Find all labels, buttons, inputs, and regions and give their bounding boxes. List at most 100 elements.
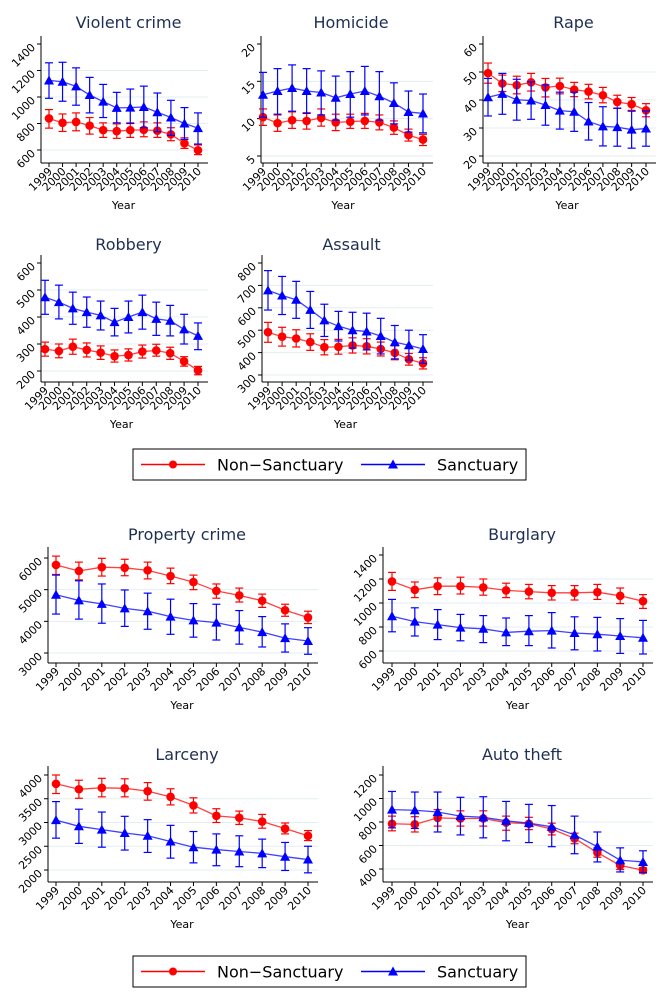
data-point xyxy=(212,811,221,821)
y-tick-label: 500 xyxy=(14,287,38,311)
data-point xyxy=(287,83,298,93)
data-point xyxy=(280,633,291,643)
data-point xyxy=(234,591,244,600)
y-tick-label: 400 xyxy=(14,314,38,338)
series-non-sanctuary xyxy=(40,338,203,376)
series-sanctuary xyxy=(258,64,428,134)
data-point xyxy=(345,89,356,99)
series-line xyxy=(391,809,644,863)
series-line xyxy=(55,819,309,861)
data-point xyxy=(433,581,442,591)
x-tick-label: 2000 xyxy=(56,665,85,694)
data-point xyxy=(71,81,82,91)
chart-panel-burglary: Burglary60080010001200140019992000200120… xyxy=(351,525,653,712)
y-tick-label: 400 xyxy=(235,350,259,374)
data-point xyxy=(193,330,203,340)
x-tick-label: 2008 xyxy=(239,884,268,913)
series-line xyxy=(262,116,424,141)
data-point xyxy=(44,114,54,123)
data-point xyxy=(303,854,313,864)
data-point xyxy=(193,123,203,133)
series-sanctuary xyxy=(44,61,203,145)
data-point xyxy=(320,342,329,352)
legend-label: Non−Sanctuary xyxy=(217,456,343,475)
data-point xyxy=(361,326,372,336)
data-point xyxy=(97,562,107,572)
x-tick-label: 2001 xyxy=(415,665,444,694)
data-point xyxy=(403,106,414,116)
data-point xyxy=(257,627,268,637)
y-tick-label: 60 xyxy=(461,41,480,60)
y-tick-label: 800 xyxy=(14,120,38,144)
data-point xyxy=(501,815,512,825)
data-point xyxy=(109,317,120,327)
x-axis-label: Year xyxy=(109,418,134,431)
y-tick-label: 300 xyxy=(14,341,38,365)
data-point xyxy=(638,856,648,866)
series-line xyxy=(48,79,199,129)
data-point xyxy=(305,304,316,314)
data-point xyxy=(501,586,511,595)
data-point xyxy=(257,848,268,858)
x-tick-label: 2006 xyxy=(193,665,222,694)
data-point xyxy=(303,635,313,645)
y-tick-label: 600 xyxy=(356,842,380,866)
series-non-sanctuary xyxy=(483,62,651,118)
data-point xyxy=(524,587,534,596)
y-tick-label: 1000 xyxy=(351,795,380,824)
data-point xyxy=(165,112,176,122)
legend-item-sanctuary: Sanctuary xyxy=(361,963,518,982)
chart-title: Violent crime xyxy=(76,13,182,32)
data-point xyxy=(345,117,355,126)
series-line xyxy=(487,72,647,111)
x-tick-label: 2010 xyxy=(620,665,649,694)
y-tick-label: 800 xyxy=(235,260,259,284)
data-point xyxy=(98,96,109,106)
data-point xyxy=(615,591,625,601)
data-point xyxy=(478,812,489,822)
data-point xyxy=(592,629,603,639)
y-tick-label: 600 xyxy=(235,305,259,329)
data-point xyxy=(593,587,602,597)
chart-title: Property crime xyxy=(128,525,246,544)
data-point xyxy=(404,130,413,140)
y-tick-label: 20 xyxy=(461,153,480,172)
y-tick-label: 3500 xyxy=(16,796,45,825)
data-point xyxy=(58,118,67,128)
data-point xyxy=(120,563,130,573)
data-point xyxy=(67,303,78,313)
data-point xyxy=(152,107,163,117)
data-point xyxy=(432,807,443,817)
data-point xyxy=(166,571,175,581)
data-point xyxy=(526,95,537,105)
y-tick-label: 6000 xyxy=(16,555,45,584)
x-tick-label: 2004 xyxy=(483,884,512,913)
data-point xyxy=(97,783,107,793)
data-point xyxy=(387,577,397,586)
data-point xyxy=(96,824,107,834)
data-point xyxy=(612,122,623,132)
data-point xyxy=(234,813,244,823)
y-tick-label: 600 xyxy=(14,260,38,284)
x-tick-label: 2002 xyxy=(102,665,131,694)
series-line xyxy=(391,615,644,639)
data-point xyxy=(598,90,608,100)
data-point xyxy=(359,86,370,96)
series-non-sanctuary xyxy=(263,321,428,370)
data-point xyxy=(234,622,245,632)
data-point xyxy=(615,631,626,640)
data-point xyxy=(523,818,534,828)
data-point xyxy=(165,348,175,358)
data-point xyxy=(95,310,106,320)
data-point xyxy=(258,89,268,99)
data-point xyxy=(143,566,152,575)
y-tick-label: 10 xyxy=(239,116,258,135)
y-tick-label: 40 xyxy=(461,97,480,116)
data-point xyxy=(387,611,397,621)
data-point xyxy=(612,97,622,107)
x-tick-label: 2007 xyxy=(216,665,245,694)
data-point xyxy=(478,623,489,633)
x-tick-label: 2000 xyxy=(392,884,421,913)
data-point xyxy=(120,784,130,793)
